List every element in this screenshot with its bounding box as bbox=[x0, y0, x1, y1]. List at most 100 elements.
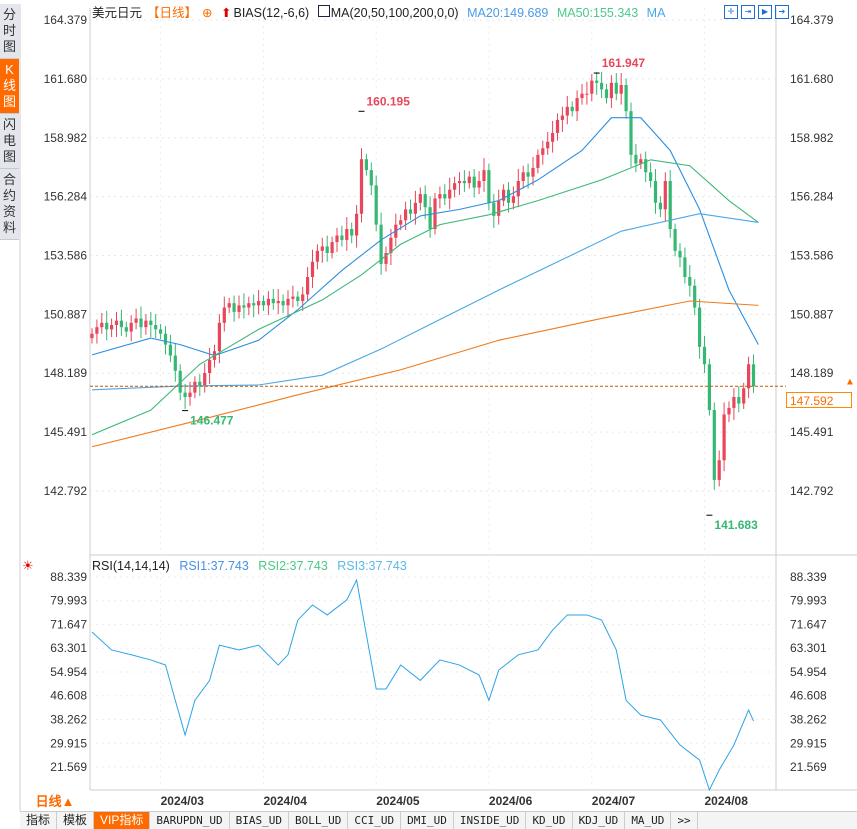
candle-body bbox=[698, 307, 702, 347]
tab-vip[interactable]: VIP指标 bbox=[94, 812, 151, 829]
candle-body bbox=[252, 303, 256, 306]
period-button[interactable]: 日线▲ bbox=[35, 794, 75, 809]
tab-kdj[interactable]: KDJ_UD bbox=[573, 812, 626, 829]
rsi-tick-left: 63.301 bbox=[50, 641, 87, 655]
candle-body bbox=[497, 200, 501, 216]
candle-body bbox=[217, 322, 221, 352]
rsi-tick-right: 46.608 bbox=[790, 689, 827, 703]
candle-body bbox=[203, 373, 207, 387]
zoom-in-icon[interactable]: ⇥ bbox=[741, 5, 755, 19]
candle-body bbox=[658, 202, 662, 210]
candle-body bbox=[438, 194, 442, 199]
candle-body bbox=[560, 115, 564, 120]
extreme-label: 161.947 bbox=[602, 56, 646, 70]
price-arrow-icon: ▲ bbox=[845, 376, 855, 387]
period-label[interactable]: 【日线】 bbox=[147, 6, 198, 20]
tab-indicators[interactable]: 指标 bbox=[20, 812, 58, 829]
candle-body bbox=[134, 318, 138, 323]
candle-body bbox=[163, 333, 168, 345]
candle-body bbox=[320, 246, 324, 251]
price-tick-right: 156.284 bbox=[790, 190, 834, 204]
price-tick-right: 164.379 bbox=[790, 13, 834, 27]
sidebar-item-contract-info[interactable]: 合约资料 bbox=[0, 169, 19, 240]
candle-body bbox=[144, 320, 148, 328]
candle-body bbox=[619, 84, 623, 94]
tab-cci[interactable]: CCI_UD bbox=[348, 812, 402, 829]
month-label: 2024/03 bbox=[161, 794, 205, 808]
candle-body bbox=[580, 93, 584, 99]
candle-body bbox=[477, 181, 481, 188]
ma-line-ma100 bbox=[91, 213, 759, 391]
candle-body bbox=[678, 250, 682, 258]
tab-boll[interactable]: BOLL_UD bbox=[289, 812, 349, 829]
candle-body bbox=[462, 181, 466, 184]
tab-bias[interactable]: BIAS_UD bbox=[230, 812, 289, 829]
sidebar-item-flash[interactable]: 闪电图 bbox=[0, 114, 19, 169]
crosshair-icon[interactable]: ✛ bbox=[724, 5, 738, 19]
candle-body bbox=[198, 381, 202, 387]
rsi-tick-right: 38.262 bbox=[790, 712, 827, 726]
candle-body bbox=[129, 322, 133, 332]
candle-body bbox=[384, 253, 388, 264]
candle-body bbox=[487, 170, 491, 203]
candle-body bbox=[364, 159, 368, 171]
price-tick-left: 145.491 bbox=[44, 425, 88, 439]
sidebar: 分时图 K线图 闪电图 合约资料 bbox=[0, 4, 19, 240]
candle-body bbox=[639, 159, 643, 164]
price-tick-right: 145.491 bbox=[790, 425, 834, 439]
candle-body bbox=[340, 235, 344, 240]
candle-body bbox=[110, 325, 114, 330]
candle-body bbox=[457, 181, 462, 184]
candle-body bbox=[369, 170, 373, 186]
forward-icon[interactable]: ➔ bbox=[775, 5, 789, 19]
candle-body bbox=[359, 159, 364, 214]
candle-body bbox=[261, 301, 266, 306]
play-icon[interactable]: ▶ bbox=[758, 5, 772, 19]
add-icon[interactable]: ⊕ bbox=[202, 6, 213, 20]
sidebar-item-timeshare[interactable]: 分时图 bbox=[0, 4, 19, 59]
candle-body bbox=[742, 388, 746, 404]
extreme-label: 160.195 bbox=[367, 94, 411, 108]
candle-body bbox=[428, 207, 432, 230]
tab-ma[interactable]: MA_UD bbox=[625, 812, 672, 829]
candle-body bbox=[565, 106, 569, 116]
candle-body bbox=[301, 294, 305, 302]
candle-body bbox=[310, 261, 315, 278]
tab-dmi[interactable]: DMI_UD bbox=[401, 812, 454, 829]
tab-templates[interactable]: 模板 bbox=[57, 812, 95, 829]
month-label: 2024/04 bbox=[264, 794, 308, 808]
candle-body bbox=[355, 213, 359, 236]
current-price-tag: 147.592 bbox=[786, 392, 852, 408]
candle-body bbox=[472, 176, 476, 188]
price-tick-right: 148.189 bbox=[790, 366, 834, 380]
candle-body bbox=[154, 325, 158, 330]
candle-body bbox=[173, 355, 177, 371]
rsi-tick-right: 54.954 bbox=[790, 665, 827, 679]
candle-body bbox=[345, 229, 349, 240]
ma-indicator[interactable]: MA(20,50,100,200,0,0) bbox=[330, 6, 459, 20]
tab-more[interactable]: >> bbox=[671, 812, 698, 829]
candle-body bbox=[614, 82, 618, 94]
candle-body bbox=[95, 327, 99, 334]
candle-body bbox=[208, 359, 212, 374]
candle-body bbox=[531, 167, 535, 177]
candle-body bbox=[536, 154, 540, 168]
tab-barupdn[interactable]: BARUPDN_UD bbox=[150, 812, 230, 829]
rsi-tick-left: 71.647 bbox=[50, 617, 87, 631]
settings-sun-icon[interactable]: ☀ bbox=[22, 558, 34, 573]
price-tick-left: 148.189 bbox=[44, 366, 88, 380]
tab-kd[interactable]: KD_UD bbox=[526, 812, 573, 829]
candle-body bbox=[178, 370, 182, 393]
month-label: 2024/08 bbox=[705, 794, 749, 808]
candle-body bbox=[590, 80, 594, 94]
ma-line-ma20 bbox=[91, 117, 759, 357]
ma20-value: MA20:149.689 bbox=[467, 6, 549, 20]
sidebar-item-kline[interactable]: K线图 bbox=[0, 59, 19, 114]
candle-body bbox=[502, 189, 506, 201]
candle-body bbox=[453, 183, 457, 190]
bias-indicator[interactable]: BIAS(12,-6,6) bbox=[233, 6, 310, 20]
tab-inside[interactable]: INSIDE_UD bbox=[454, 812, 527, 829]
rsi-line bbox=[91, 578, 754, 792]
rsi-title[interactable]: RSI(14,14,14) bbox=[92, 559, 170, 573]
